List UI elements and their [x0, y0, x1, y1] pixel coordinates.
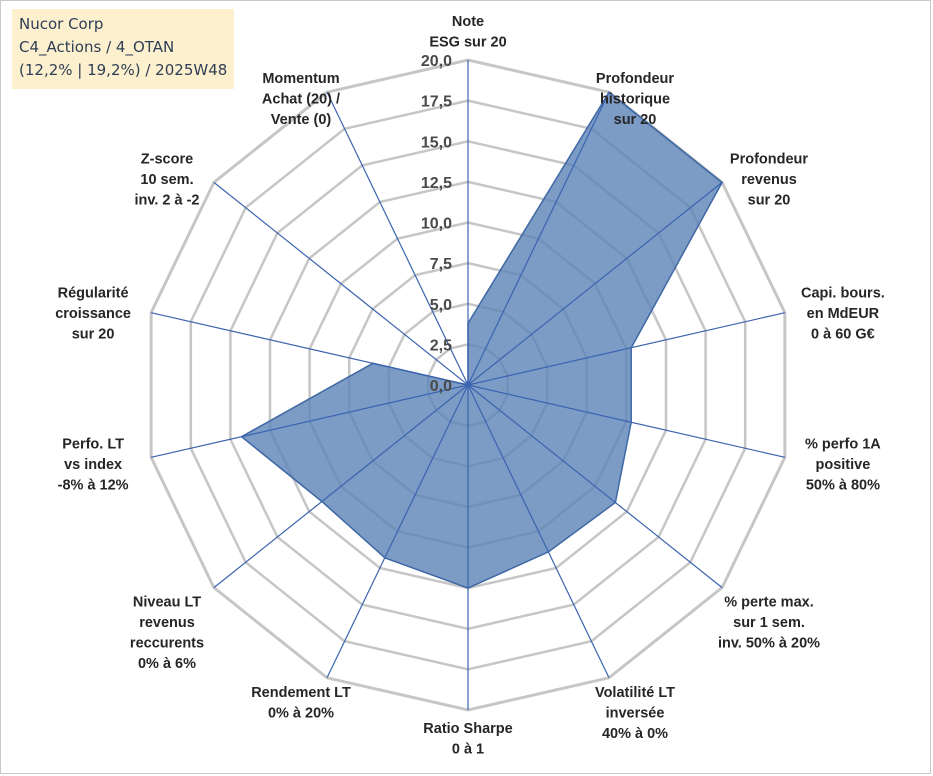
radar-axis-labels: Note ESG sur 20 Profondeur historique sur 20… — [55, 14, 885, 758]
axis-spoke — [213, 181, 469, 386]
axis-spoke — [213, 384, 469, 589]
axis-spoke — [467, 384, 723, 589]
tick-label: 12,5 — [421, 175, 452, 192]
axis-spoke — [467, 384, 610, 679]
axis-label: Capi. bours. en MdEUR 0 à 60 G€ — [801, 286, 885, 343]
tick-label: 7,5 — [430, 256, 452, 273]
axis-label: Rendement LT 0% à 20% — [251, 685, 351, 722]
axis-spoke — [467, 384, 786, 458]
axis-label: Z-score 10 sem. inv. 2 à -2 — [134, 151, 199, 208]
axis-spoke — [467, 181, 723, 386]
axis-spoke — [326, 384, 469, 679]
axis-label: Régularité croissance sur 20 — [55, 286, 131, 343]
axis-label: Niveau LT revenus reccurents 0% à 6% — [130, 595, 204, 673]
axis-label: Ratio Sharpe 0 à 1 — [423, 721, 512, 758]
series-area — [240, 91, 724, 589]
tick-label: 10,0 — [421, 216, 452, 233]
tick-label: 5,0 — [430, 297, 452, 314]
tick-label: 20,0 — [421, 53, 452, 70]
axis-spoke — [150, 312, 469, 386]
stats-label: (12,2% | 19,2%) / 2025W48 — [19, 61, 228, 79]
radar-spokes — [150, 60, 786, 710]
company-name: Nucor Corp — [19, 15, 104, 33]
tick-label: 17,5 — [421, 94, 452, 111]
axis-spoke — [467, 312, 786, 386]
axis-spoke — [467, 91, 610, 386]
axis-spoke — [326, 91, 469, 386]
tick-label: 15,0 — [421, 134, 452, 151]
axis-label: Note ESG sur 20 — [429, 14, 506, 51]
tick-label: 0,0 — [430, 378, 452, 395]
axis-label: Profondeur historique sur 20 — [596, 71, 674, 128]
radar-tick-labels: 0,0 2,5 5,0 7,5 10,0 12,5 15,0 17,5 20,0 — [421, 53, 452, 395]
axis-label: % perfo 1A positive 50% à 80% — [805, 436, 881, 493]
axis-label: Volatilité LT inversée 40% à 0% — [595, 685, 675, 742]
axis-spoke — [150, 384, 469, 458]
axis-label: Momentum Achat (20) / Vente (0) — [262, 71, 340, 128]
axis-label: % perte max. sur 1 sem. inv. 50% à 20% — [718, 595, 820, 652]
portfolio-label: C4_Actions / 4_OTAN — [19, 38, 175, 56]
axis-label: Profondeur revenus sur 20 — [730, 151, 808, 208]
tick-label: 2,5 — [430, 337, 452, 354]
axis-label: Perfo. LT vs index -8% à 12% — [58, 436, 129, 493]
chart-title-box: Nucor Corp C4_Actions / 4_OTAN (12,2% | … — [12, 9, 234, 89]
